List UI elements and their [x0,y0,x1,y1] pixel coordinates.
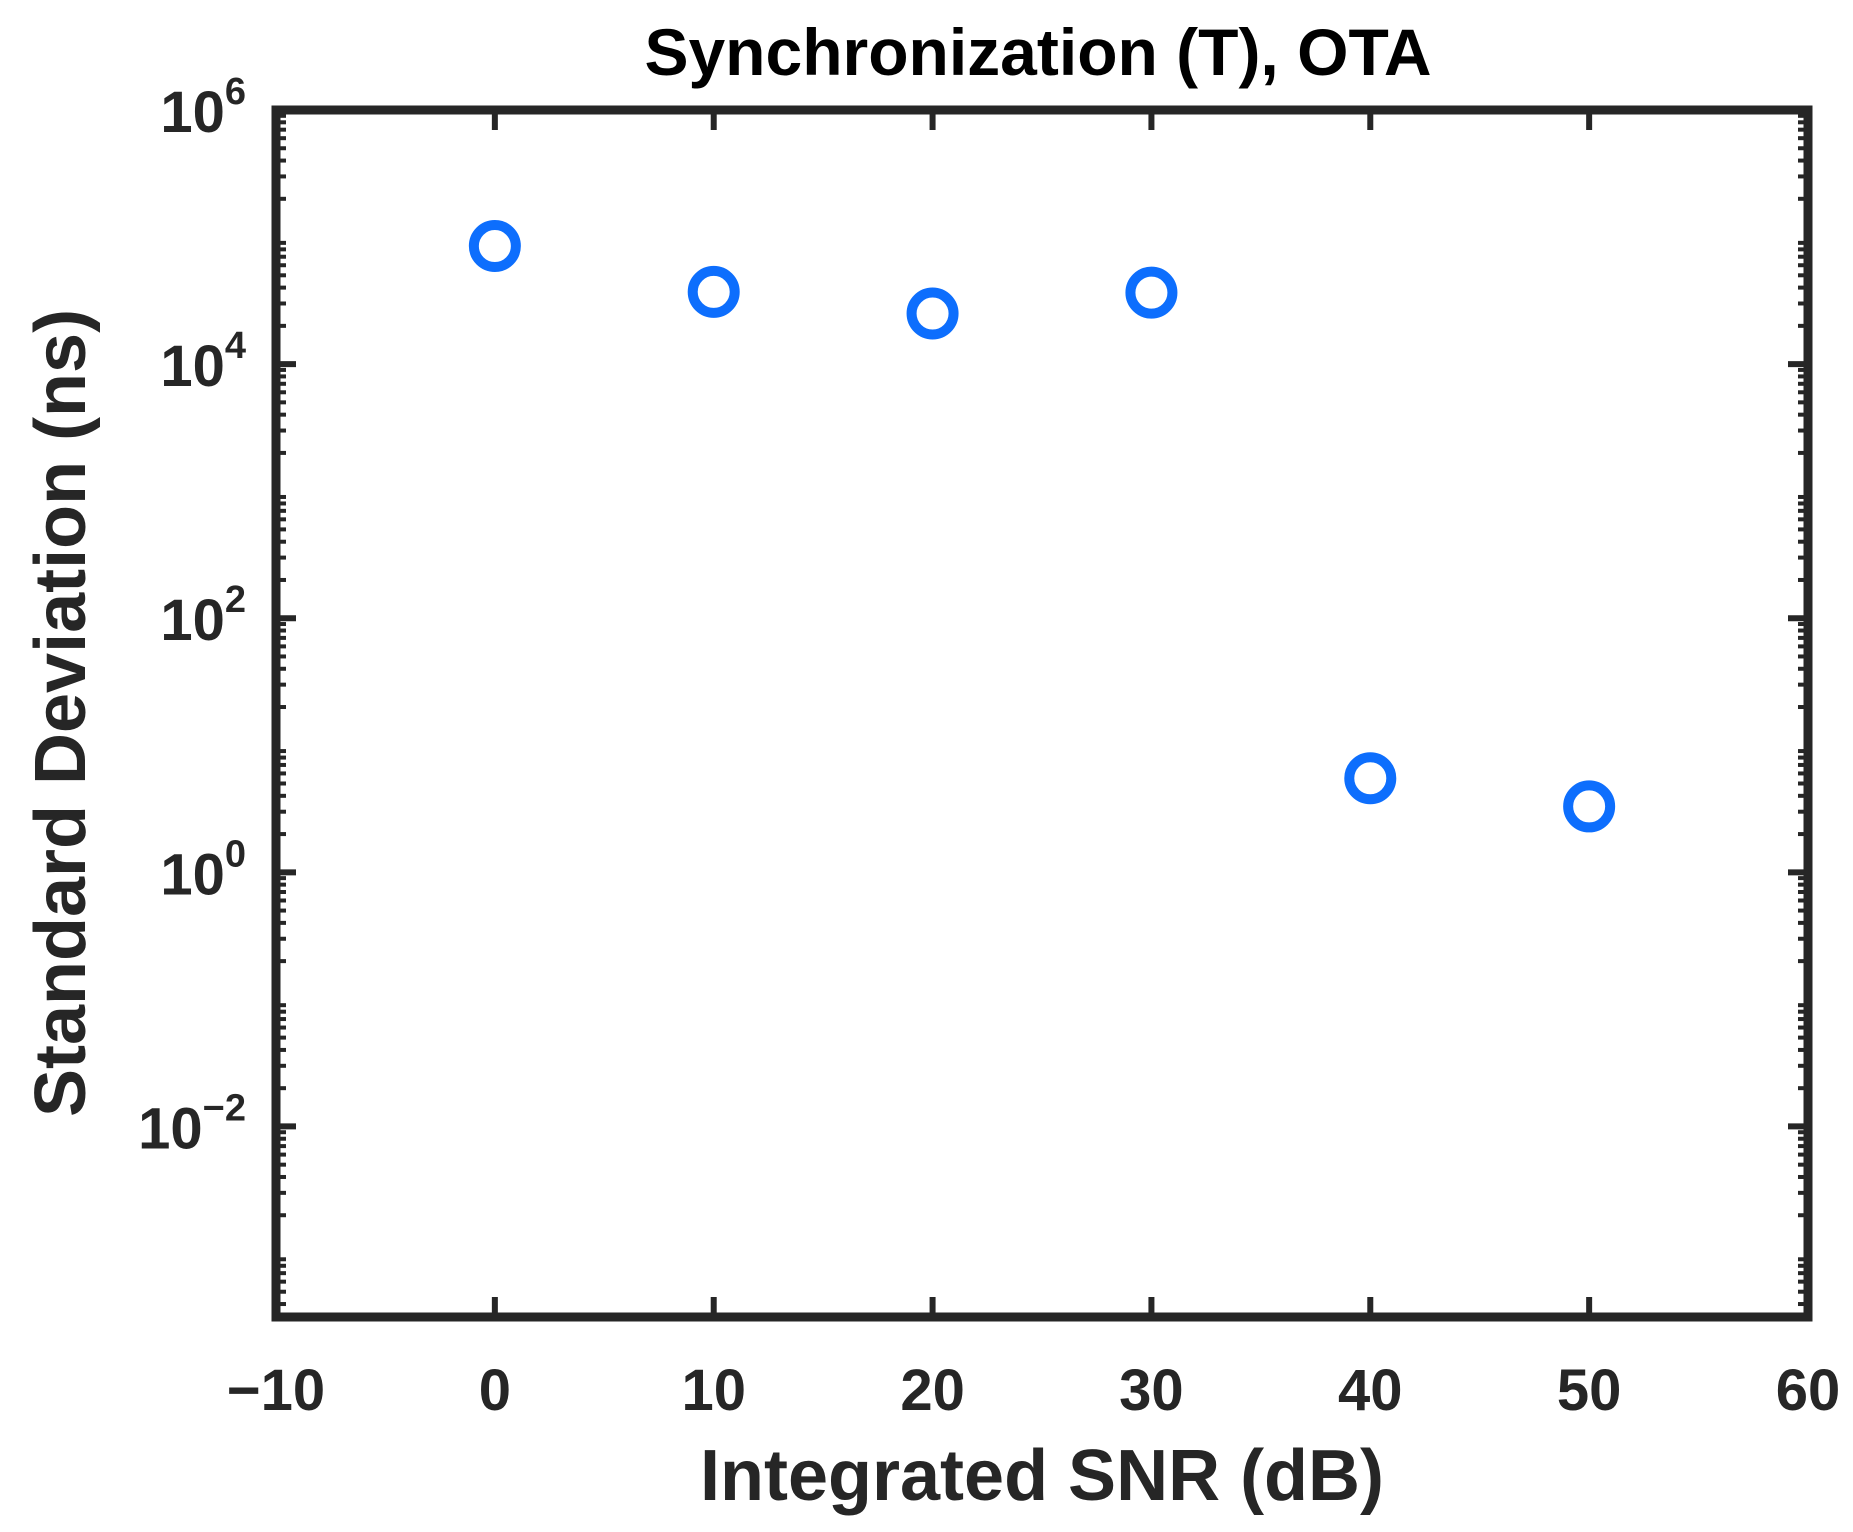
axis-major-ticks [273,107,1811,1317]
x-tick-label: 20 [900,1358,965,1423]
y-tick-label: 102 [160,579,246,653]
y-tick-base: 10 [160,842,225,907]
y-tick-label: 104 [160,325,246,399]
x-tick-label: 30 [1119,1358,1184,1423]
x-tick-label: 0 [479,1358,511,1423]
x-tick-label: 40 [1338,1358,1403,1423]
data-point [468,220,521,273]
y-tick-exponent: −2 [203,1087,246,1129]
y-tick-exponent: 0 [225,833,246,875]
data-point [1125,266,1178,319]
x-tick-label: 10 [681,1358,746,1423]
data-point [906,287,959,340]
data-point [1563,780,1616,833]
y-tick-base: 10 [160,588,225,653]
y-tick-base: 10 [160,334,225,399]
y-tick-label: 100 [160,833,246,907]
x-tick-label: 50 [1557,1358,1622,1423]
x-tick-label: −10 [227,1358,325,1423]
y-tick-label: 106 [160,71,246,145]
y-tick-exponent: 2 [225,579,246,621]
chart-title: Synchronization (T), OTA [644,15,1431,89]
y-tick-exponent: 6 [225,71,246,113]
y-minor-ticks [276,113,1808,1307]
y-axis-label: Standard Deviation (ns) [21,309,101,1117]
y-tick-exponent: 4 [225,325,246,367]
y-tick-label: 10−2 [138,1087,246,1161]
x-tick-label: 60 [1776,1358,1841,1423]
data-point [687,265,740,318]
y-tick-base: 10 [138,1096,203,1161]
y-tick-base: 10 [160,80,225,145]
data-point [1344,752,1397,805]
data-points [468,220,1616,833]
x-tick-labels: −10 0 10 20 30 40 50 60 [227,1358,1840,1423]
plot-frame [271,105,1813,1322]
x-axis-label: Integrated SNR (dB) [700,1436,1384,1516]
